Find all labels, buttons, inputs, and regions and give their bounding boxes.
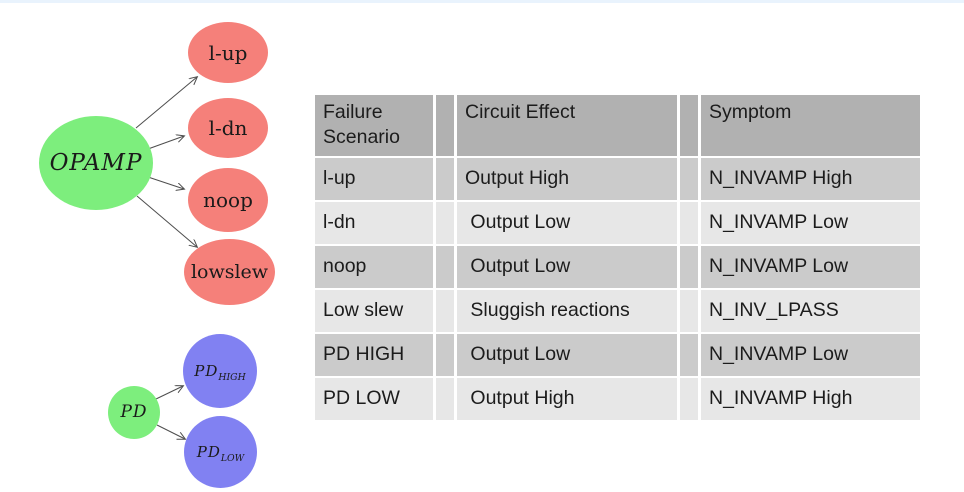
failure-table-container: Failure Scenario Circuit Effect Symptom …	[312, 93, 923, 422]
cell-spacer	[680, 334, 698, 376]
cell-effect: Sluggish reactions	[465, 299, 630, 322]
edge-opamp-noop	[147, 176, 184, 189]
node-opamp: OPAMP	[39, 116, 153, 210]
header-circuit-effect: Circuit Effect	[465, 101, 576, 123]
node-noop: noop	[188, 168, 268, 232]
cell-effect: Output High	[465, 387, 575, 410]
cell-scenario: l-dn	[323, 211, 356, 234]
cell-spacer	[680, 378, 698, 420]
node-lowslew-label: lowslew	[190, 260, 269, 283]
node-l-up: l-up	[188, 22, 268, 83]
edge-pd-pdhigh	[155, 386, 183, 400]
node-pd-low: PDLOW	[184, 416, 257, 488]
cell-symptom: N_INVAMP Low	[709, 343, 849, 366]
edge-opamp-lup	[135, 77, 197, 129]
cell-spacer	[436, 246, 454, 288]
cell-effect: Output Low	[465, 211, 571, 234]
cell-spacer	[680, 158, 698, 200]
cell-scenario: noop	[323, 255, 367, 278]
cell-scenario: PD HIGH	[323, 343, 405, 366]
header-spacer	[680, 95, 698, 156]
cell-effect: Output Low	[465, 343, 571, 366]
header-spacer	[436, 95, 454, 156]
table-header-row: Failure Scenario Circuit Effect Symptom	[315, 95, 920, 156]
cell-symptom: N_INVAMP High	[709, 387, 853, 410]
table-row: l-up Output High N_INVAMP High	[315, 157, 920, 200]
cell-symptom: N_INVAMP Low	[709, 211, 849, 234]
cell-spacer	[436, 290, 454, 332]
slide-top-accent-strip	[0, 0, 964, 3]
node-pd-high: PDHIGH	[183, 334, 257, 408]
fault-tree-diagram: OPAMP l-up l-dn noop lowslew PD PDHIGH P…	[0, 0, 330, 492]
cell-spacer	[436, 202, 454, 244]
node-l-dn: l-dn	[188, 98, 268, 158]
cell-effect: Output Low	[465, 255, 571, 278]
cell-scenario: l-up	[323, 167, 356, 190]
table-row: PD LOW Output High N_INVAMP High	[315, 377, 920, 420]
cell-symptom: N_INVAMP Low	[709, 255, 849, 278]
diagram-arrows	[135, 0, 330, 492]
table-row: Low slew Sluggish reactions N_INV_LPASS	[315, 289, 920, 332]
cell-spacer	[436, 378, 454, 420]
edge-pd-pdlow	[156, 424, 185, 439]
edge-opamp-ldn	[147, 136, 184, 150]
node-noop-label: noop	[203, 188, 253, 212]
cell-spacer	[436, 158, 454, 200]
header-symptom: Symptom	[709, 101, 792, 123]
cell-spacer	[436, 334, 454, 376]
table-row: noop Output Low N_INVAMP Low	[315, 245, 920, 288]
node-pd: PD	[108, 386, 160, 439]
edge-opamp-lowslew	[136, 195, 197, 247]
table-row: l-dn Output Low N_INVAMP Low	[315, 201, 920, 244]
node-l-dn-label: l-dn	[208, 116, 248, 140]
failure-scenario-table: Failure Scenario Circuit Effect Symptom …	[312, 93, 923, 422]
node-lowslew: lowslew	[184, 239, 275, 305]
cell-spacer	[680, 202, 698, 244]
cell-scenario: Low slew	[323, 299, 404, 322]
cell-effect: Output High	[465, 167, 570, 190]
node-pd-label: PD	[120, 402, 148, 422]
cell-symptom: N_INV_LPASS	[709, 299, 839, 322]
node-l-up-label: l-up	[208, 40, 248, 65]
node-pd-high-label: PDHIGH	[194, 361, 246, 383]
cell-symptom: N_INVAMP High	[709, 167, 853, 190]
header-failure-scenario: Failure Scenario	[323, 101, 400, 149]
cell-scenario: PD LOW	[323, 387, 400, 410]
cell-spacer	[680, 246, 698, 288]
node-pd-low-label: PDLOW	[196, 442, 245, 464]
table-row: PD HIGH Output Low N_INVAMP Low	[315, 333, 920, 376]
node-opamp-label: OPAMP	[49, 149, 143, 176]
cell-spacer	[680, 290, 698, 332]
